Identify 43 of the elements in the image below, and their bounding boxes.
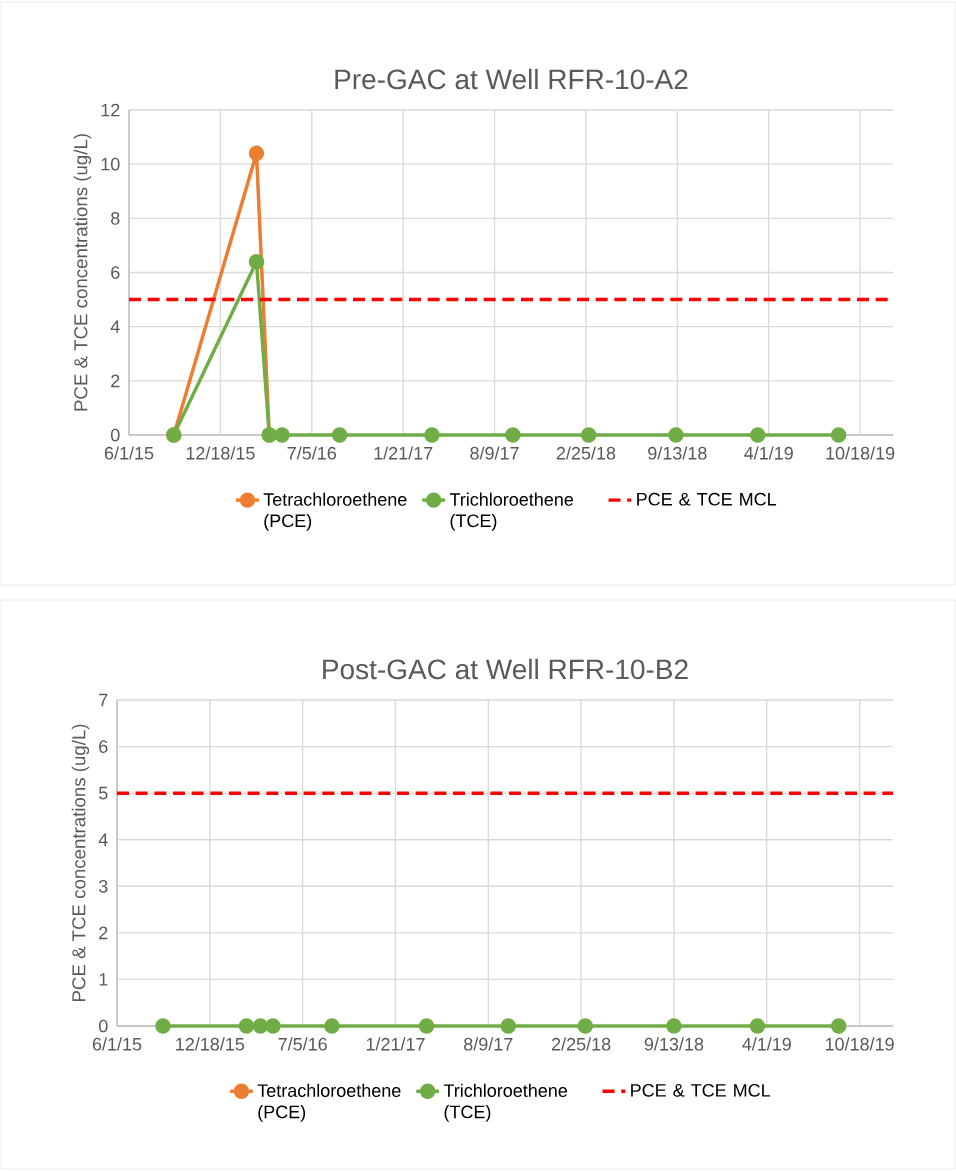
y-tick-label: 2: [111, 374, 120, 388]
x-tick-label: 8/9/17: [464, 1037, 513, 1051]
y-tick-label: 2: [99, 926, 108, 940]
x-tick-label: 7/5/16: [287, 446, 336, 460]
x-tick-label: 6/1/15: [92, 1037, 142, 1051]
y-axis-title: PCE & TCE concentrations (ug/L): [71, 724, 90, 1002]
chart-title: Post-GAC at Well RFR-10-B2: [323, 658, 688, 680]
x-tick-label: 6/1/15: [104, 446, 154, 460]
x-tick-label: 2/25/18: [551, 1037, 611, 1051]
y-tick-label: 4: [110, 320, 120, 333]
x-tick-label: 8/9/17: [470, 446, 519, 460]
x-tick-label: 10/18/19: [825, 1037, 894, 1051]
y-tick-label: 5: [98, 786, 108, 800]
x-tick-label: 4/1/19: [742, 1037, 791, 1051]
y-tick-label: 4: [98, 833, 108, 846]
x-tick-label: 7/5/16: [278, 1037, 327, 1051]
legend-label: Trichloroethene (TCE): [449, 492, 574, 531]
x-tick-label: 1/21/17: [374, 446, 433, 460]
legend-label: PCE & TCE MCL: [631, 1083, 771, 1097]
x-tick-label: 9/13/18: [648, 446, 707, 460]
legend-label: PCE & TCE MCL: [637, 492, 777, 506]
x-tick-label: 10/18/19: [826, 446, 895, 460]
y-tick-label: 0: [98, 1019, 108, 1033]
y-tick-label: 6: [99, 740, 108, 753]
x-tick-label: 9/13/18: [644, 1037, 704, 1051]
chart-title: Pre-GAC at Well RFR-10-A2: [335, 68, 688, 90]
y-tick-label: 10: [101, 157, 120, 171]
y-tick-label: 1: [99, 973, 108, 986]
legend-label: Tetrachloroethene (PCE): [263, 492, 407, 531]
y-tick-label: 6: [111, 266, 120, 279]
x-tick-label: 12/18/15: [186, 446, 255, 460]
x-tick-label: 2/25/18: [556, 446, 616, 460]
y-tick-label: 12: [101, 103, 120, 117]
y-tick-label: 7: [99, 693, 108, 707]
legend-label: Trichloroethene (TCE): [443, 1083, 568, 1122]
y-axis-title: PCE & TCE concentrations (ug/L): [73, 134, 92, 411]
y-tick-label: 0: [110, 428, 120, 442]
x-tick-label: 12/18/15: [176, 1037, 245, 1051]
legend-label: Tetrachloroethene (PCE): [257, 1083, 401, 1122]
y-tick-label: 3: [98, 879, 108, 893]
y-tick-label: 8: [111, 211, 120, 225]
x-tick-label: 4/1/19: [744, 446, 793, 460]
x-tick-label: 1/21/17: [366, 1037, 425, 1051]
